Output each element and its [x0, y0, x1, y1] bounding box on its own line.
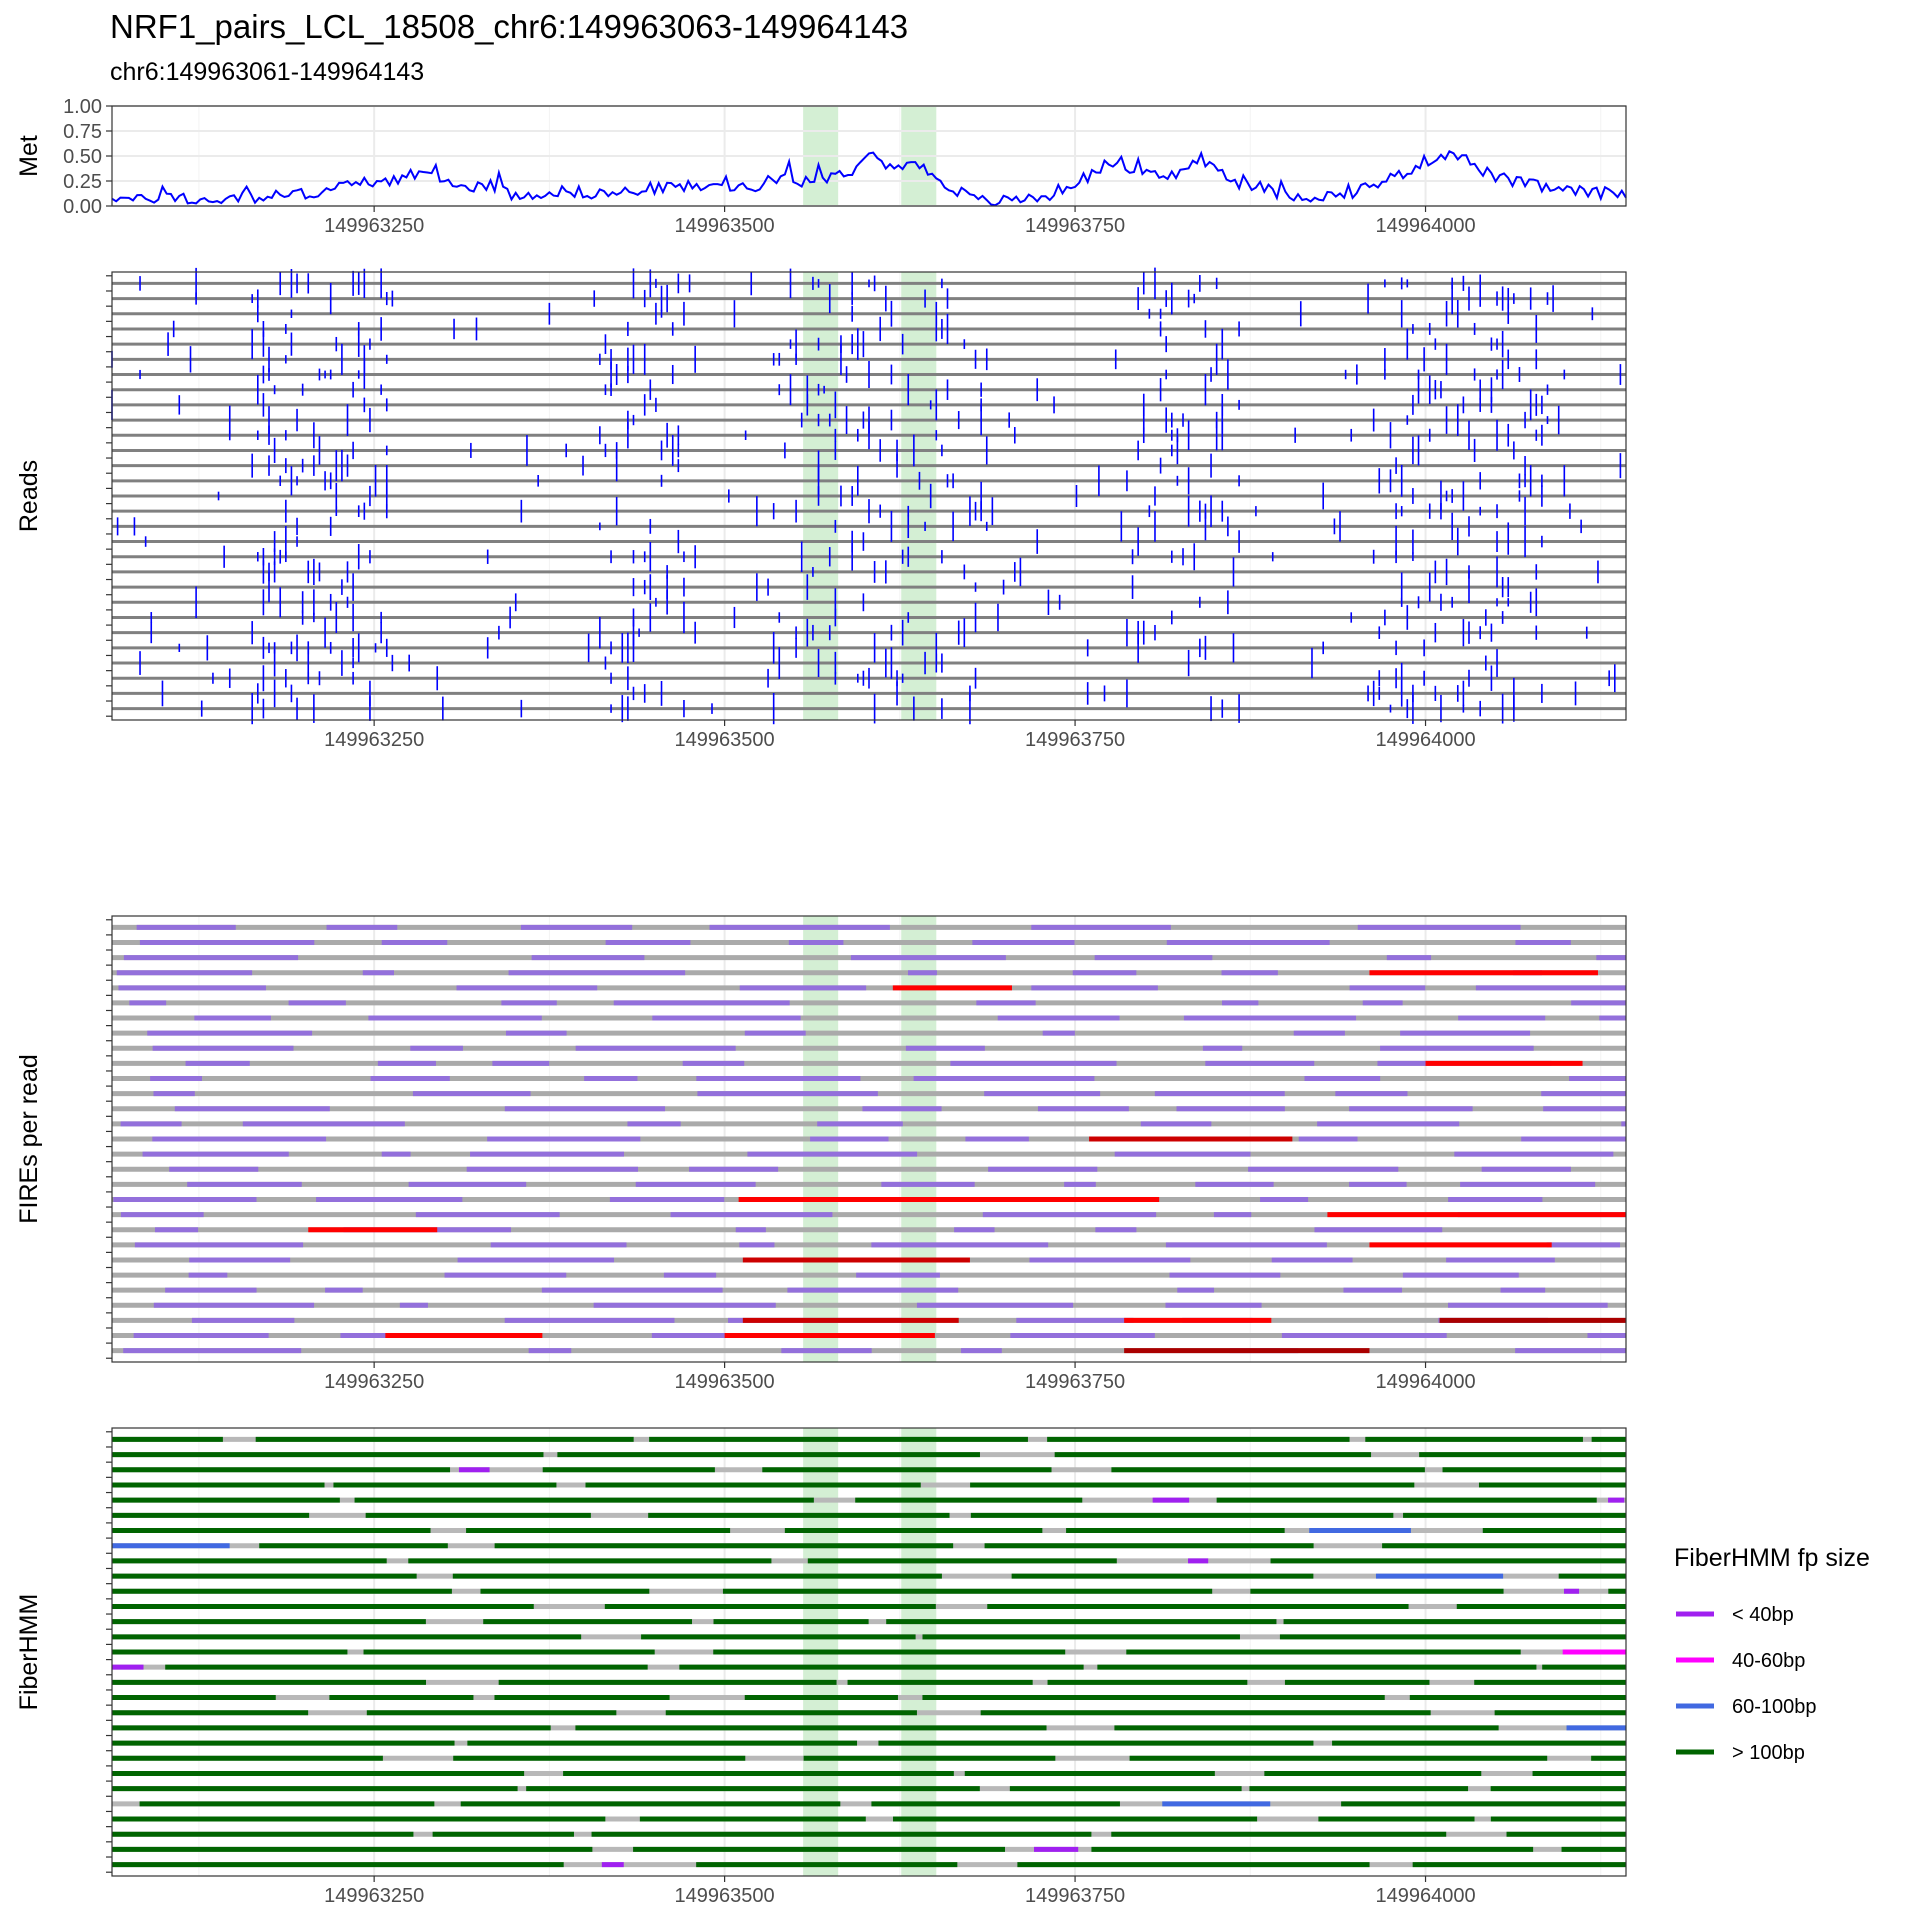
legend-label: 60-100bp [1732, 1696, 1817, 1718]
x-tick-label: 149963750 [1025, 1371, 1125, 1393]
methylation-line [111, 149, 1627, 207]
legend-title: FiberHMM fp size [1674, 1544, 1870, 1572]
fires-panel: 149963250 149963500 149963750 149964000 FIRE… [15, 915, 1627, 1393]
y-axis-label: FiberHMM [15, 1594, 43, 1711]
reads-panel: 149963250 149963500 149963750 149964000 Read… [15, 267, 1627, 751]
y-tick-label: 0.25 [63, 171, 102, 193]
x-tick-label: 149964000 [1375, 215, 1475, 237]
y-tick-label: 0.00 [63, 196, 102, 218]
x-tick-label: 149963750 [1025, 1885, 1125, 1907]
panel-border [111, 915, 1627, 1363]
x-tick-label: 149963750 [1025, 729, 1125, 751]
y-axis-label: Met [15, 135, 43, 177]
legend: FiberHMM fp size < 40bp 40-60bp 60-100bp > 1… [1674, 1544, 1870, 1764]
panel-border [111, 1427, 1627, 1877]
met-panel: 0.00 0.25 0.50 0.75 1.00 149963250 149963500 14… [15, 96, 1627, 237]
x-tick-label: 149963500 [675, 1885, 775, 1907]
y-tick-label: 1.00 [63, 96, 102, 118]
y-tick-label: 0.75 [63, 121, 102, 143]
x-tick-label: 149964000 [1375, 729, 1475, 751]
x-tick-label: 149963750 [1025, 215, 1125, 237]
x-tick-label: 149963500 [675, 729, 775, 751]
x-tick-label: 149963250 [324, 1885, 424, 1907]
fiberhmm-panel: 149963250 149963500 149963750 149964000 Fibe… [15, 1427, 1627, 1907]
x-tick-label: 149964000 [1375, 1885, 1475, 1907]
legend-label: > 100bp [1732, 1742, 1805, 1764]
y-axis-label: Reads [15, 460, 43, 532]
legend-label: 40-60bp [1732, 1650, 1805, 1672]
chart-subtitle: chr6:149963061-149964143 [110, 58, 425, 86]
x-tick-label: 149963500 [675, 215, 775, 237]
y-axis-label: FIREs per read [15, 1054, 43, 1224]
x-tick-label: 149963250 [324, 1371, 424, 1393]
panel-border [111, 271, 1627, 721]
x-tick-label: 149963500 [675, 1371, 775, 1393]
legend-label: < 40bp [1732, 1604, 1794, 1626]
chart-title: NRF1_pairs_LCL_18508_chr6:149963063-1499… [110, 8, 909, 45]
x-tick-label: 149963250 [324, 729, 424, 751]
y-tick-label: 0.50 [63, 146, 102, 168]
panel-border [111, 105, 1627, 207]
x-tick-label: 149964000 [1375, 1371, 1475, 1393]
x-tick-label: 149963250 [324, 215, 424, 237]
